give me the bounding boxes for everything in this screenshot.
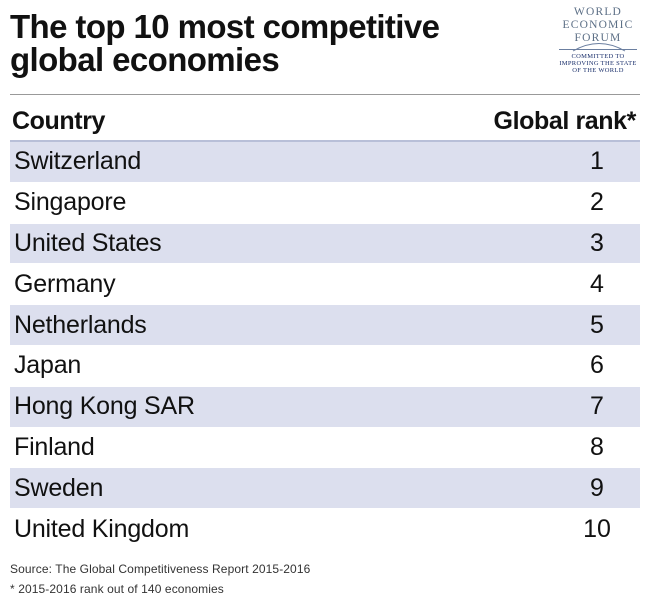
rank-cell: 2 [590,188,604,217]
table-row: Japan 6 [10,346,640,387]
table-body: Switzerland 1 Singapore 2 United States 3 Germ… [10,142,640,550]
rank-cell: 7 [590,392,604,421]
country-cell: Hong Kong SAR [14,392,195,421]
table-row: Sweden 9 [10,468,640,510]
rank-cell: 4 [590,269,604,298]
table-row: Finland 8 [10,428,640,469]
table-row: Singapore 2 [10,183,640,224]
rank-cell: 8 [590,432,604,461]
table-header: Country Global rank* [10,102,640,142]
logo-tagline-2: IMPROVING THE STATE [559,60,637,68]
table-row: United Kingdom 10 [10,509,640,550]
rank-cell: 6 [590,351,604,380]
chart-title: The top 10 most competitive global econo… [10,8,440,78]
rank-cell: 1 [590,147,604,176]
logo-arc-icon [572,43,626,52]
rank-cell: 10 [583,514,611,543]
table-row: Switzerland 1 [10,142,640,183]
country-cell: Germany [14,269,116,298]
rank-cell: 9 [590,473,604,502]
country-cell: Netherlands [14,310,147,339]
rank-footnote: * 2015-2016 rank out of 140 economies [10,582,224,596]
country-cell: United Kingdom [14,514,190,543]
country-cell: Singapore [14,188,127,217]
title-divider [10,94,640,95]
column-header-rank: Global rank* [493,106,637,135]
rank-cell: 5 [590,310,604,339]
table-row: Germany 4 [10,264,640,306]
table-row: Hong Kong SAR 7 [10,386,640,428]
table-row: Netherlands 5 [10,305,640,346]
country-cell: Finland [14,432,95,461]
logo-word-world: WORLD [573,6,623,18]
logo-tagline-3: OF THE WORLD [572,67,624,75]
country-cell: Sweden [14,473,104,502]
country-cell: Japan [14,351,82,380]
logo-tagline-1: COMMITTED TO [571,53,625,60]
table-row: United States 3 [10,223,640,265]
wef-logo: WORLD ECONOMIC FORUM COMMITTED TO IMPROV… [555,6,641,92]
country-cell: United States [14,228,162,257]
logo-word-forum: FORUM [574,32,622,44]
column-header-country: Country [12,106,106,135]
country-cell: Switzerland [14,147,142,176]
logo-word-economic: ECONOMIC [562,19,634,31]
ranking-table: Country Global rank* Switzerland 1 Singapo… [10,102,640,550]
rank-cell: 3 [590,228,604,257]
source-note: Source: The Global Competitiveness Repor… [10,562,311,576]
logo-arc-divider [559,43,637,52]
